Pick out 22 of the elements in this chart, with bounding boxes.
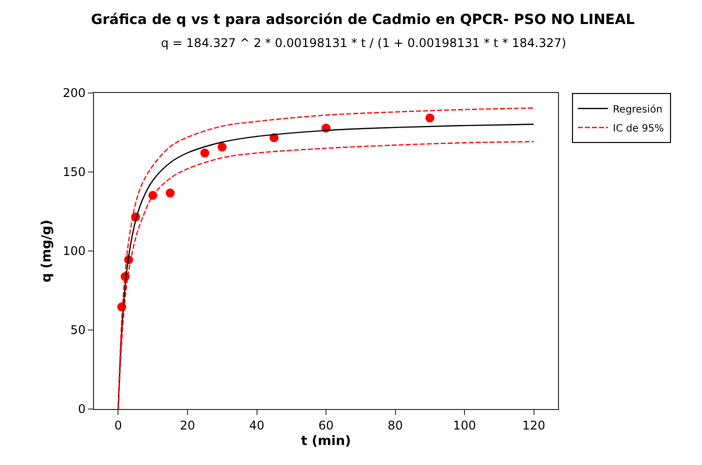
y-tick-label: 100 (62, 244, 86, 258)
y-axis-title: q (mg/g) (40, 220, 55, 282)
y-tick-label: 200 (62, 86, 86, 100)
chart-title: Gráfica de q vs t para adsorción de Cadmio en QPCR- PSO NO LINEAL (91, 12, 635, 28)
legend-label: IC de 95% (612, 123, 664, 134)
y-tick-label: 50 (70, 323, 86, 338)
x-tick-label: 60 (318, 418, 334, 432)
x-tick-label: 40 (249, 418, 264, 432)
point (200, 148, 210, 158)
x-tick-label: 120 (522, 418, 546, 432)
x-axis-title: t (min) (301, 434, 351, 449)
point (218, 142, 227, 152)
point (166, 188, 175, 198)
x-tick-label: 80 (388, 418, 403, 432)
point (425, 113, 434, 122)
x-tick-label: 20 (180, 418, 196, 432)
x-tick-label: 0 (114, 418, 122, 432)
y-tick-label: 150 (62, 165, 86, 180)
chart-subtitle: q = 184.327 ^ 2 * 0.00198131 * t / (1 + 0.00198131 * t * 184.327) (161, 36, 566, 50)
y-tick-label: 0 (78, 402, 86, 416)
x-tick-label: 100 (453, 418, 476, 432)
legend-label: Regresión (612, 104, 662, 116)
